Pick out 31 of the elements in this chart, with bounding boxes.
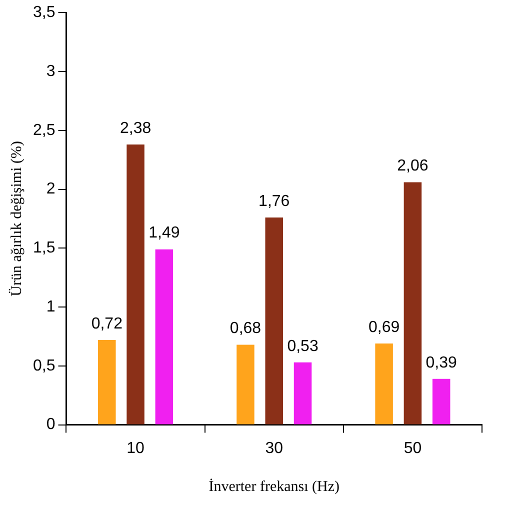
bar bbox=[155, 249, 174, 424]
y-tick-label: 3,5 bbox=[32, 4, 56, 22]
bar bbox=[432, 378, 450, 424]
data-label: 0,39 bbox=[426, 354, 458, 372]
y-tick-label: 1,5 bbox=[32, 240, 56, 257]
bar bbox=[236, 344, 254, 424]
x-tick-label: 10 bbox=[126, 440, 145, 457]
bar bbox=[294, 362, 312, 424]
y-tick-label: 2 bbox=[46, 180, 56, 198]
y-tick-label: 1 bbox=[46, 298, 56, 316]
data-label: 2,06 bbox=[397, 158, 428, 175]
x-tick-label: 30 bbox=[265, 440, 284, 457]
data-label: 0,53 bbox=[287, 338, 318, 355]
bar bbox=[126, 144, 144, 424]
data-label: 1,49 bbox=[148, 224, 180, 242]
bar bbox=[375, 344, 393, 424]
data-label: 1,76 bbox=[258, 192, 290, 210]
bar bbox=[404, 182, 422, 424]
y-axis-title: Ürün ağırlık değişimi (%) bbox=[8, 141, 25, 296]
y-tick-label: 0 bbox=[46, 416, 56, 434]
x-axis-title: İnverter frekansı (Hz) bbox=[208, 478, 340, 495]
data-label: 0,69 bbox=[368, 318, 400, 336]
data-label: 0,72 bbox=[91, 315, 123, 332]
y-tick-label: 0,5 bbox=[32, 357, 56, 374]
data-label: 0,68 bbox=[230, 320, 262, 338]
x-tick-label: 50 bbox=[404, 440, 422, 457]
y-tick-label: 3 bbox=[46, 62, 56, 80]
data-label: 2,38 bbox=[120, 120, 152, 137]
bar bbox=[98, 340, 116, 424]
bar bbox=[265, 218, 283, 424]
y-tick-label: 2,5 bbox=[32, 122, 56, 139]
